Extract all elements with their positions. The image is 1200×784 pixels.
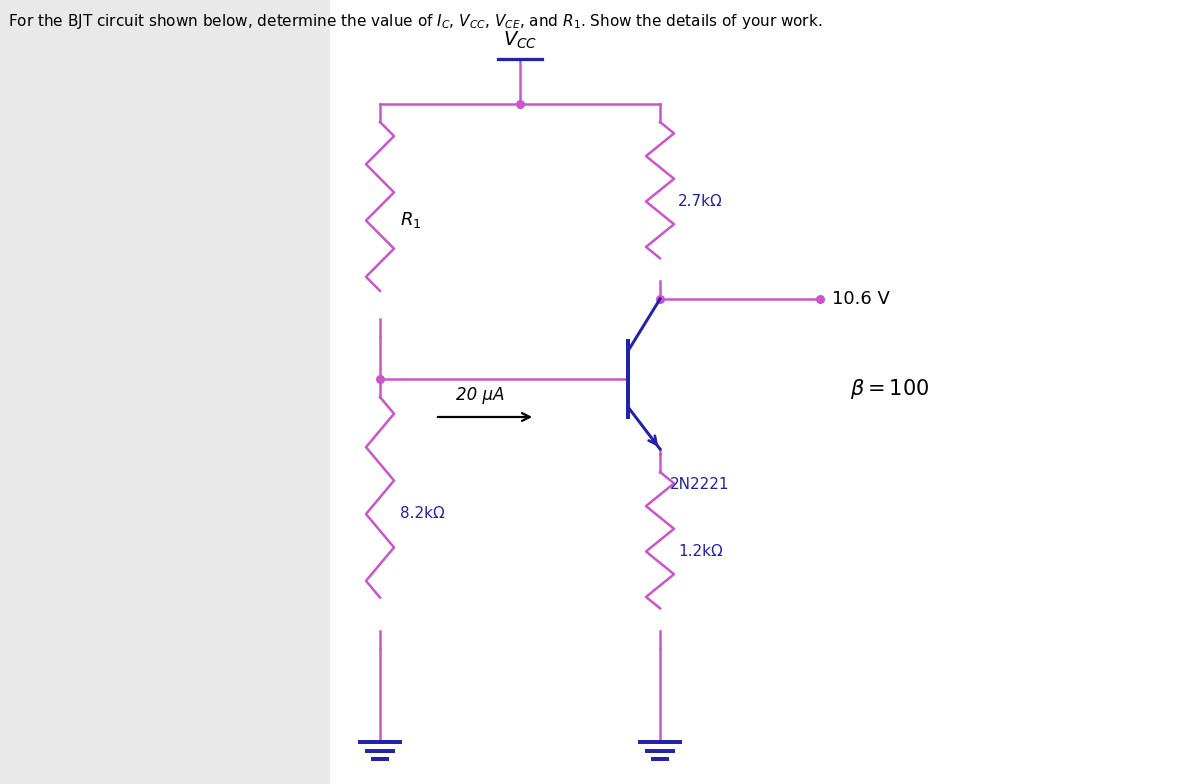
Text: For the BJT circuit shown below, determine the value of $I_C$, $V_{CC}$, $V_{CE}: For the BJT circuit shown below, determi…: [8, 12, 822, 31]
Text: 2.7kΩ: 2.7kΩ: [678, 194, 722, 209]
Text: 8.2kΩ: 8.2kΩ: [400, 506, 445, 521]
FancyBboxPatch shape: [330, 0, 1200, 784]
Text: 10.6 V: 10.6 V: [832, 290, 890, 308]
FancyBboxPatch shape: [0, 0, 330, 784]
Text: $\beta = 100$: $\beta = 100$: [850, 377, 930, 401]
Text: 2N2221: 2N2221: [670, 477, 730, 492]
Text: $R_1$: $R_1$: [400, 210, 421, 230]
Text: 1.2kΩ: 1.2kΩ: [678, 544, 722, 559]
Text: 20 μA: 20 μA: [456, 386, 504, 404]
Text: $V_{CC}$: $V_{CC}$: [503, 30, 538, 51]
